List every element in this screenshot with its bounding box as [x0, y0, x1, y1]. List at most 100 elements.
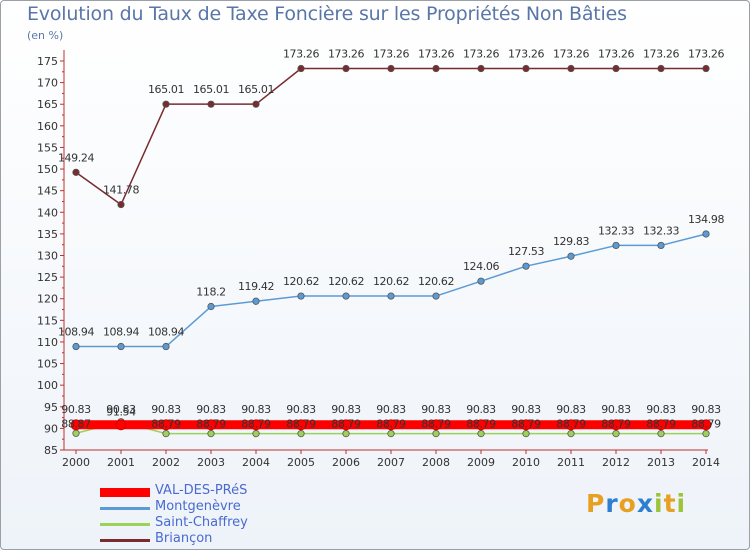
- data-label: 90.83: [556, 403, 586, 416]
- data-point: [432, 64, 440, 73]
- y-tick-label: 115: [37, 314, 58, 327]
- data-label: 88.79: [196, 418, 226, 431]
- data-point: [702, 430, 710, 438]
- legend-label: Briançon: [155, 531, 213, 546]
- data-point: [387, 430, 395, 438]
- legend-swatch: [100, 523, 150, 526]
- chart-title: Evolution du Taux de Taxe Foncière sur l…: [27, 3, 627, 25]
- x-tick-label: 2012: [602, 456, 630, 469]
- logo-letter: i: [654, 489, 664, 518]
- data-point: [250, 419, 262, 431]
- x-tick-label: 2007: [377, 456, 405, 469]
- x-tick-label: 2006: [332, 456, 360, 469]
- legend-swatch: [100, 488, 150, 497]
- data-label: 90.83: [421, 403, 451, 416]
- legend-label: Montgenèvre: [155, 499, 241, 514]
- data-point: [567, 64, 575, 73]
- data-point: [477, 430, 485, 438]
- data-label: 120.62: [328, 275, 364, 288]
- data-label: 88.87: [61, 417, 91, 430]
- data-point: [70, 419, 82, 431]
- data-point: [612, 64, 620, 73]
- data-label: 91.54: [106, 406, 136, 419]
- data-label: 119.42: [238, 280, 274, 293]
- data-label: 129.83: [553, 235, 589, 248]
- y-tick-label: 140: [37, 206, 58, 219]
- data-point: [612, 430, 620, 438]
- legend-item: Briançon: [100, 531, 400, 548]
- data-point: [160, 419, 172, 431]
- y-tick-label: 165: [37, 98, 58, 111]
- x-tick-label: 2010: [512, 456, 540, 469]
- data-point: [522, 262, 530, 270]
- data-label: 90.83: [691, 403, 721, 416]
- logo-letter: i: [676, 489, 687, 518]
- data-point: [162, 100, 170, 108]
- data-label: 90.83: [151, 403, 181, 416]
- data-label: 90.83: [286, 403, 316, 416]
- y-tick-label: 130: [37, 250, 58, 263]
- data-point: [477, 64, 485, 73]
- data-point: [477, 277, 485, 285]
- data-point: [522, 430, 530, 438]
- legend-item: Montgenèvre: [100, 499, 400, 516]
- data-label: 141.78: [103, 184, 139, 197]
- data-label: 90.83: [241, 403, 271, 416]
- x-tick-label: 2013: [647, 456, 675, 469]
- x-tick-label: 2008: [422, 456, 450, 469]
- data-label: 90.83: [511, 403, 541, 416]
- data-point: [342, 292, 350, 300]
- data-point: [342, 64, 350, 73]
- data-label: 88.79: [466, 418, 496, 431]
- data-point: [252, 297, 260, 305]
- data-point: [72, 168, 80, 176]
- legend-swatch: [100, 539, 150, 542]
- data-label: 108.94: [58, 326, 94, 339]
- data-point: [655, 419, 667, 431]
- data-label: 124.06: [463, 260, 499, 273]
- data-point: [657, 241, 665, 250]
- data-point: [117, 342, 125, 351]
- y-tick-label: 135: [37, 228, 58, 241]
- data-label: 173.26: [508, 48, 544, 61]
- data-label: 90.83: [376, 403, 406, 416]
- x-tick-label: 2014: [692, 456, 720, 469]
- data-point: [207, 302, 215, 311]
- data-point: [115, 419, 127, 431]
- data-label: 173.26: [283, 48, 319, 61]
- data-label: 173.26: [418, 48, 454, 61]
- x-tick-label: 2009: [467, 456, 495, 469]
- data-label: 120.62: [283, 275, 319, 288]
- logo-letter: o: [618, 489, 637, 518]
- data-label: 120.62: [373, 275, 409, 288]
- data-label: 173.26: [463, 48, 499, 61]
- data-label: 90.83: [106, 403, 136, 416]
- data-label: 120.62: [418, 275, 454, 288]
- data-label: 90.83: [331, 403, 361, 416]
- data-label: 88.79: [556, 418, 586, 431]
- data-point: [700, 419, 712, 431]
- y-tick-label: 145: [37, 185, 58, 198]
- y-axis-unit-label: (en %): [27, 29, 64, 42]
- data-label: 88.79: [646, 418, 676, 431]
- y-tick-label: 150: [37, 163, 58, 176]
- x-tick-label: 2001: [107, 456, 135, 469]
- x-tick-label: 2003: [197, 456, 225, 469]
- y-tick-label: 120: [37, 293, 58, 306]
- data-label: 165.01: [193, 83, 229, 96]
- y-tick-label: 170: [37, 77, 58, 90]
- data-label: 90.83: [601, 403, 631, 416]
- y-tick-label: 125: [37, 271, 58, 284]
- data-label: 127.53: [508, 245, 544, 258]
- data-point: [162, 342, 170, 351]
- data-point: [297, 430, 305, 438]
- y-tick-label: 175: [37, 55, 58, 68]
- data-label: 88.79: [376, 418, 406, 431]
- data-point: [567, 252, 575, 260]
- legend-swatch: [100, 507, 150, 510]
- data-label: 173.26: [373, 48, 409, 61]
- x-tick-label: 2000: [62, 456, 90, 469]
- y-tick-label: 155: [37, 141, 58, 154]
- data-point: [387, 64, 395, 73]
